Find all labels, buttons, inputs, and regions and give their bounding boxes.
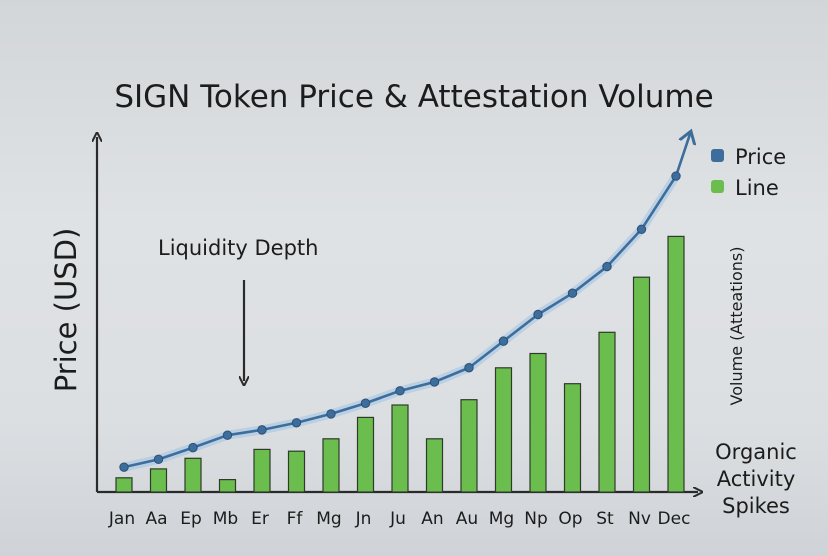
x-tick-labels: Jan Aa Ep Mb Er Ff Mg Jn Ju An Au Mg Np Op St Nv Dec [108,509,691,529]
annotation-liquidity-depth: Liquidity Depth [158,236,318,260]
x-tick-label-an-9: An [421,509,443,529]
x-tick-label-mg-6: Mg [316,509,341,529]
x-tick-label-ju-8: Ju [389,509,406,529]
x-axis-label-line-2: Spikes [722,494,790,518]
price-point-ff-5 [291,418,302,428]
bar-ff-5 [287,450,306,493]
legend: Price Line [711,145,786,200]
y2-axis-label: Volume (Atteations) [727,247,746,406]
bar-aa-1 [149,468,168,493]
price-point-mg-6 [326,409,336,419]
bar-op-13 [563,383,582,493]
price-point-er-4 [257,425,267,435]
price-point-aa-1 [153,454,164,465]
price-line-series [119,134,690,472]
x-tick-label-aa-1: Aa [145,509,167,529]
bar-ju-8 [391,404,409,493]
bar-series [115,235,685,493]
price-point-au-10 [464,363,474,373]
x-tick-label-er-4: Er [251,509,269,529]
bar-mb-3 [218,479,237,493]
price-point-nv-15 [636,224,647,235]
bar-ep-2 [184,457,202,493]
x-tick-label-au-10: Au [456,509,478,529]
x-tick-label-jan-0: Jan [108,509,135,529]
bar-dec-16 [667,235,685,493]
bar-st-14 [598,331,616,493]
legend-swatch-line [711,180,724,193]
x-tick-label-op-13: Op [558,509,582,529]
bar-mg-11 [494,367,513,493]
bar-au-10 [460,399,478,493]
x-axis-label: Organic Activity Spikes [715,440,797,518]
y-axis-label: Price (USD) [49,228,83,393]
chart-title: SIGN Token Price & Attestation Volume [114,79,713,115]
price-point-dec-16 [671,171,681,181]
price-point-np-12 [533,309,543,320]
price-point-an-9 [429,377,440,387]
x-axis-label-line-0: Organic [715,440,797,464]
x-tick-label-mg-11: Mg [489,509,514,529]
price-line [122,134,690,469]
x-tick-label-nv-15: Nv [628,509,651,529]
x-tick-label-st-14: St [596,509,614,529]
bar-jn-7 [356,416,375,493]
x-axis-label-line-1: Activity [717,467,796,491]
legend-label-line: Line [735,176,779,200]
price-point-mb-3 [222,430,233,440]
bar-an-9 [425,438,444,493]
price-point-ep-2 [188,442,198,453]
x-tick-label-jn-7: Jn [355,509,372,529]
bar-nv-15 [632,276,651,493]
bar-mg-6 [322,438,340,493]
price-point-ju-8 [395,386,405,396]
bar-er-4 [253,448,271,493]
x-tick-label-ep-2: Ep [180,509,202,529]
price-point-st-14 [602,261,612,272]
x-tick-label-mb-3: Mb [213,509,238,529]
legend-label-price: Price [735,145,786,169]
x-tick-label-np-12: Np [524,509,548,529]
price-point-jn-7 [360,398,371,408]
legend-swatch-price [711,149,724,162]
bar-np-12 [529,352,547,493]
price-point-jan-0 [119,462,129,472]
price-point-op-13 [567,288,578,298]
price-point-mg-11 [498,336,509,346]
bar-jan-0 [115,477,133,493]
x-tick-label-dec-16: Dec [658,509,691,529]
x-tick-label-ff-5: Ff [287,509,304,529]
